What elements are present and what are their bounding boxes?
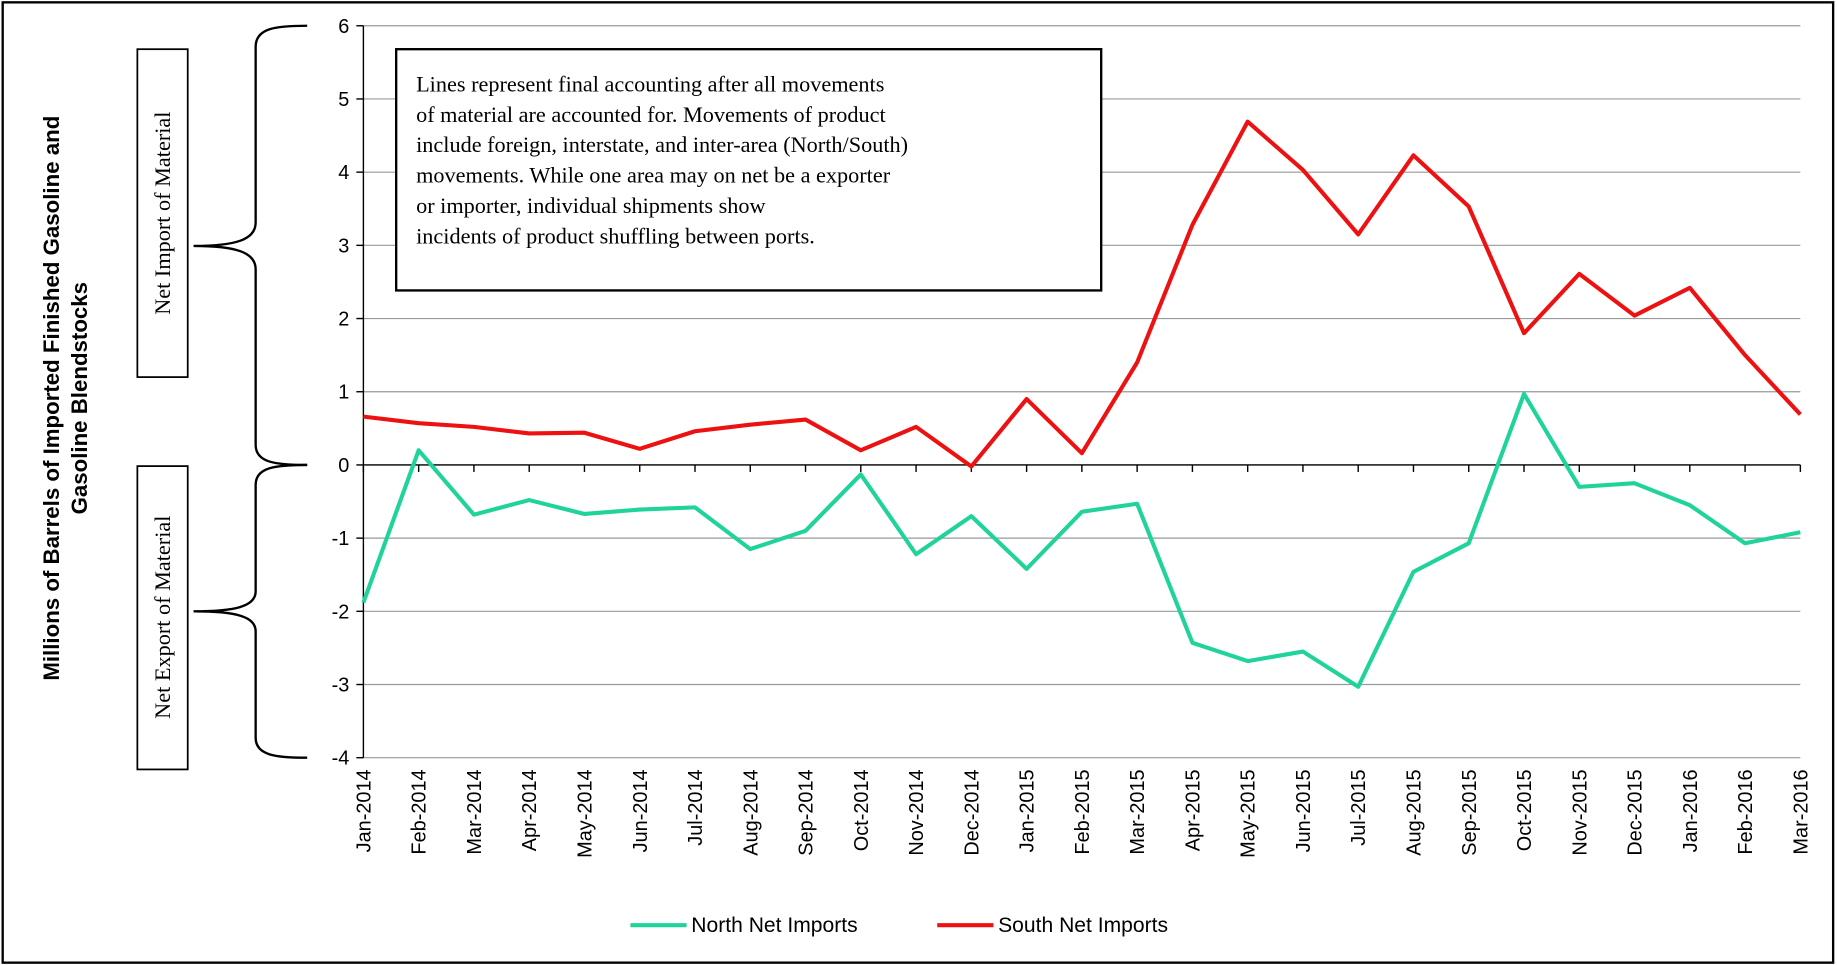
- import-bracket: [193, 24, 308, 467]
- y-tick-label: -2: [332, 601, 350, 623]
- x-tick-label: Mar-2015: [1127, 769, 1149, 854]
- bracket-label: Net Export of Material: [150, 516, 175, 719]
- grid: -4 -3 -2 -1 0 1 2 3 4 5 6 Jan-2014 Feb-2014 Mar-2014 A…: [332, 16, 1813, 858]
- legend-label: South Net Imports: [998, 914, 1168, 937]
- x-tick-label: Jun-2015: [1293, 769, 1315, 852]
- bracket-label: Net Import of Material: [150, 112, 175, 315]
- x-tick-label: Mar-2014: [464, 769, 486, 854]
- x-tick-label: May-2015: [1238, 769, 1260, 857]
- y-tick-label: -3: [332, 675, 350, 697]
- x-tick-label: Aug-2015: [1404, 769, 1426, 855]
- annotation-line: movements. While one area may on net be …: [416, 163, 891, 188]
- legend-label: North Net Imports: [691, 914, 857, 937]
- x-tick-label: Mar-2016: [1790, 769, 1812, 854]
- x-tick-label: Jul-2015: [1348, 769, 1370, 845]
- annotation-line: of material are accounted for. Movements…: [416, 102, 886, 127]
- export-bracket: [193, 463, 308, 759]
- export-label-box: [136, 465, 189, 771]
- y-tick-label: 2: [338, 309, 349, 331]
- x-tick-label: Oct-2015: [1514, 769, 1536, 851]
- series-line: [361, 391, 1801, 689]
- annotation-line: include foreign, interstate, and inter-a…: [416, 132, 908, 157]
- annotation-box: [395, 48, 1103, 292]
- x-tick-label: Feb-2014: [409, 769, 431, 854]
- y-tick-label: 3: [338, 235, 349, 257]
- annotation-line: incidents of product shuffling between p…: [416, 224, 815, 249]
- x-tick-label: Dec-2014: [961, 769, 983, 855]
- x-tick-label: Apr-2015: [1182, 769, 1204, 851]
- x-tick-label: Feb-2015: [1072, 769, 1094, 854]
- plot: [361, 119, 1802, 689]
- y-axis-label: Millions of Barrels of Imported Finished…: [39, 116, 64, 681]
- x-tick-label: Jul-2014: [685, 769, 707, 845]
- x-tick-label: Oct-2014: [851, 769, 873, 851]
- x-tick-label: Jan-2014: [353, 769, 375, 852]
- x-tick-label: Sep-2014: [796, 769, 818, 855]
- import-label-box: [136, 48, 189, 378]
- y-tick-label: 6: [338, 16, 349, 38]
- series-line: [363, 119, 1802, 469]
- x-tick-label: Apr-2014: [519, 769, 541, 851]
- x-tick-label: Dec-2015: [1625, 769, 1647, 855]
- x-tick-label: Nov-2015: [1569, 769, 1591, 855]
- annotation-line: Lines represent final accounting after a…: [416, 71, 884, 96]
- y-axis-label: Gasoline Blendstocks: [67, 282, 92, 514]
- legend: North Net Imports South Net Imports: [630, 914, 1168, 937]
- x-tick-label: Sep-2015: [1459, 769, 1481, 855]
- y-tick-label: 4: [338, 162, 349, 184]
- x-tick-label: Feb-2016: [1735, 769, 1757, 854]
- x-tick-label: Jun-2014: [630, 769, 652, 852]
- annotation: Lines represent final accounting after a…: [416, 71, 908, 248]
- x-tick-label: Jan-2015: [1017, 769, 1039, 852]
- y-tick-label: 1: [338, 382, 349, 404]
- annotation-line: or importer, individual shipments show: [416, 193, 766, 218]
- x-tick-label: Jan-2016: [1680, 769, 1702, 852]
- y-tick-label: 0: [338, 455, 349, 477]
- y-tick-label: -4: [332, 748, 350, 770]
- x-tick-label: May-2014: [574, 769, 596, 857]
- x-tick-label: Nov-2014: [906, 769, 928, 855]
- y-tick-label: -1: [332, 528, 350, 550]
- x-tick-label: Aug-2014: [740, 769, 762, 855]
- y-tick-label: 5: [338, 89, 349, 111]
